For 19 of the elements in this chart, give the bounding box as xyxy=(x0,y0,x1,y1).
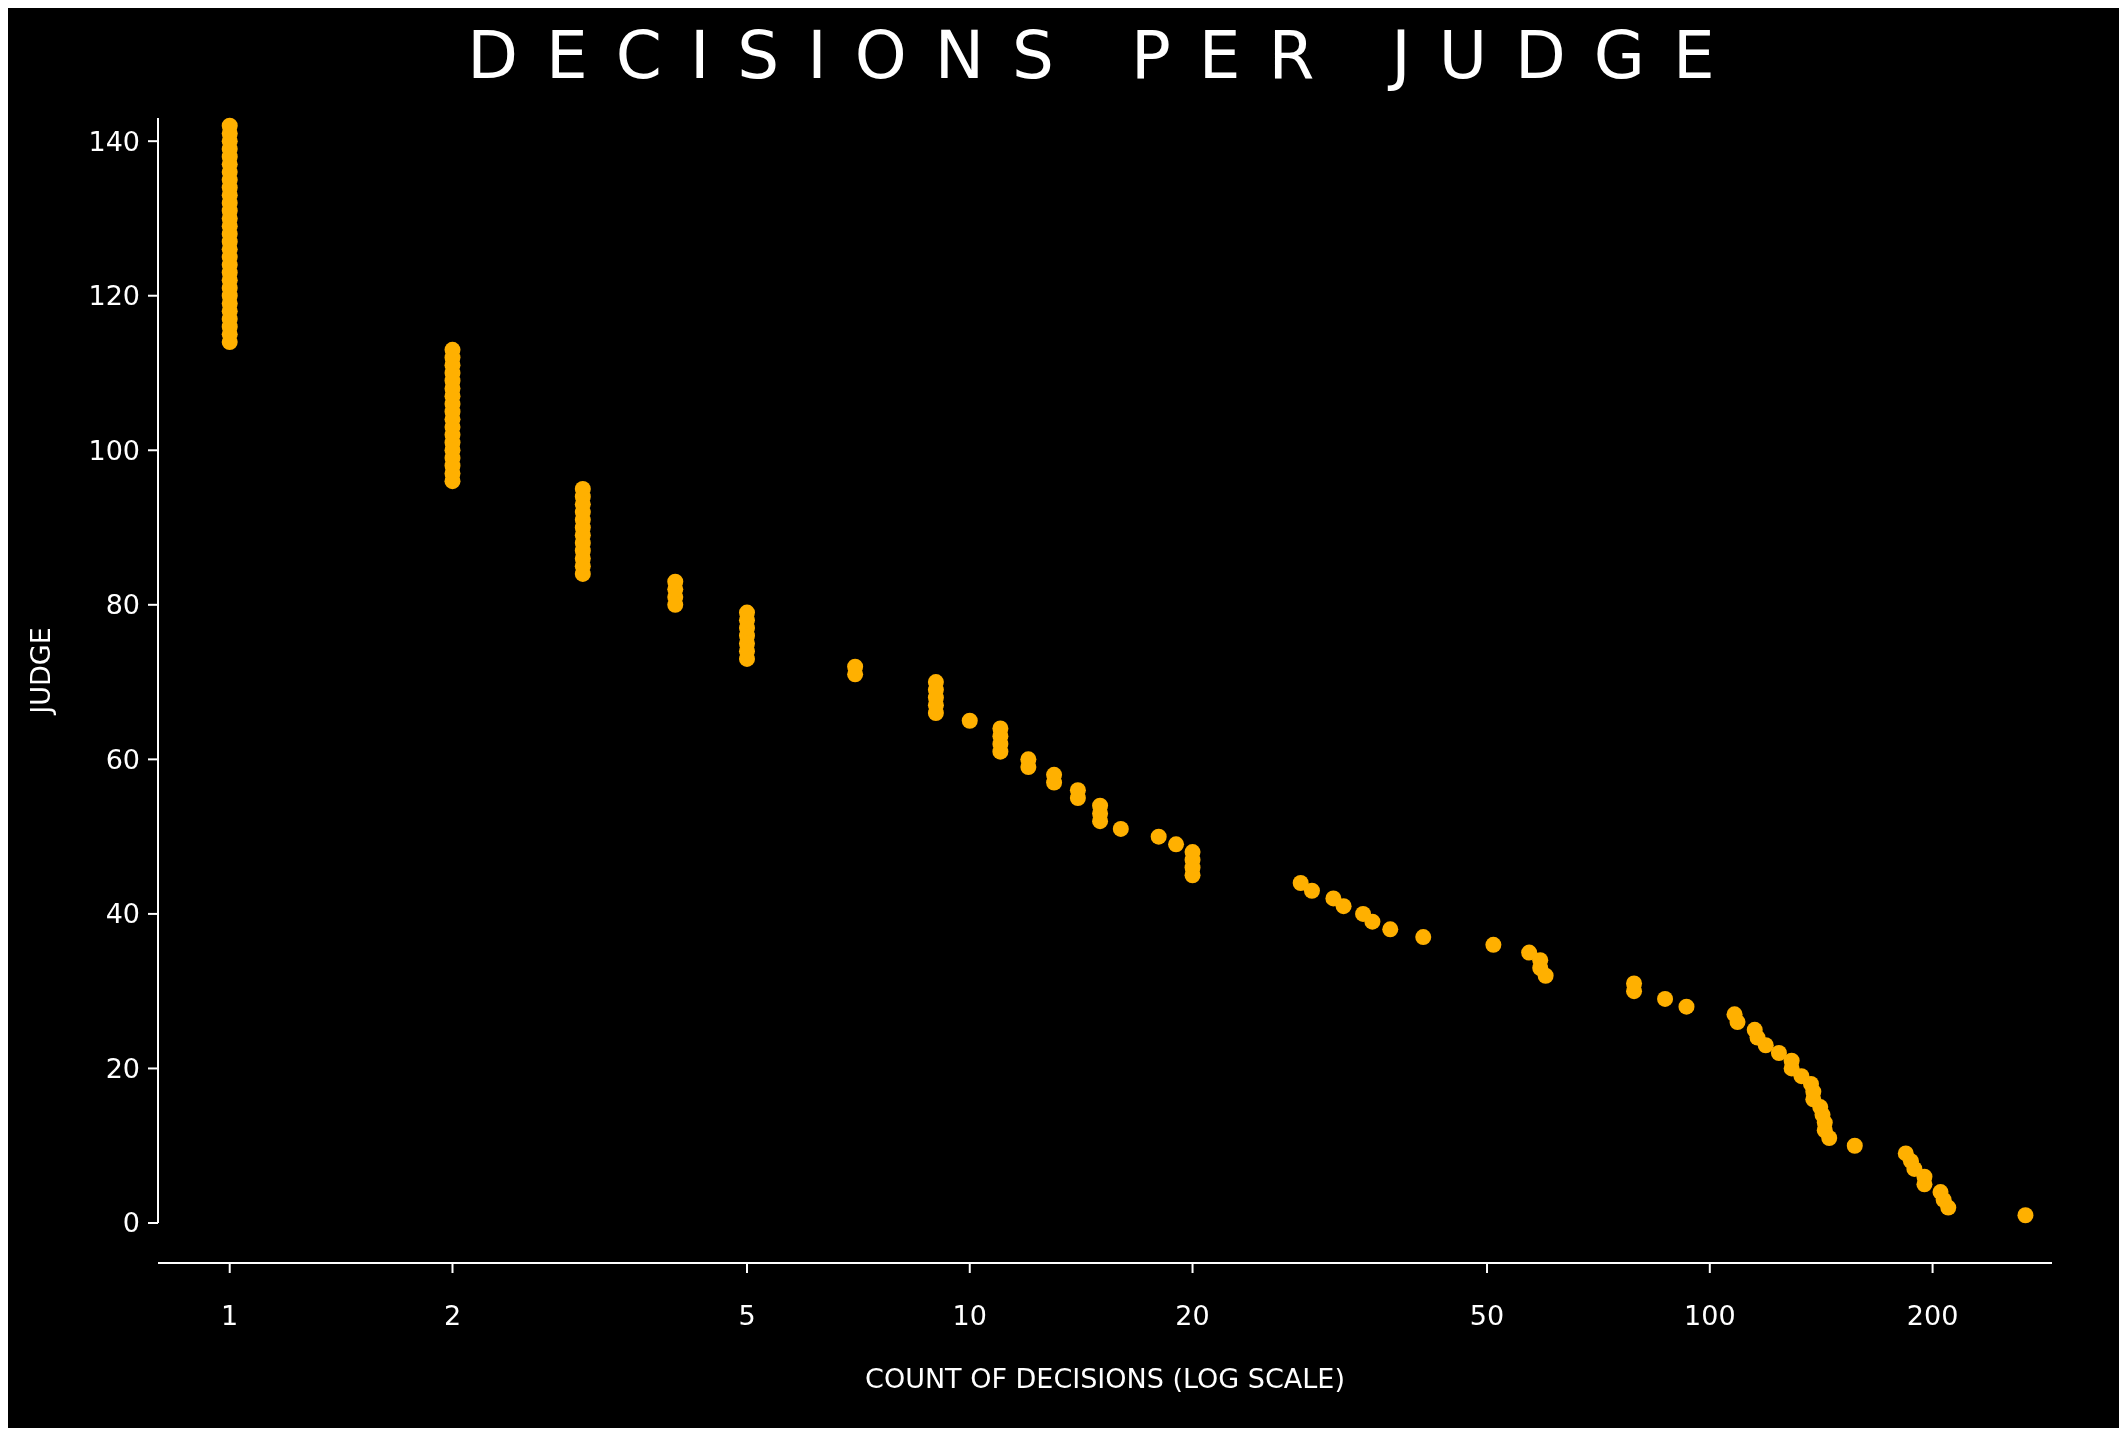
x-tick-label: 20 xyxy=(1175,1300,1210,1331)
x-tick-label: 100 xyxy=(1684,1300,1736,1331)
x-tick-label: 2 xyxy=(443,1300,462,1331)
y-tick-label: 60 xyxy=(105,743,140,775)
chart-title: DECISIONS PER JUDGE xyxy=(467,17,1743,94)
y-tick-label: 140 xyxy=(88,125,140,157)
x-tick-label: 200 xyxy=(1906,1300,1959,1331)
y-tick-label: 0 xyxy=(122,1207,140,1239)
x-tick-label: 50 xyxy=(1469,1300,1505,1331)
y-tick-label: 40 xyxy=(105,898,140,930)
x-axis-title: COUNT OF DECISIONS (LOG SCALE) xyxy=(865,1363,1345,1394)
y-tick-label: 80 xyxy=(105,589,140,621)
y-tick-label: 120 xyxy=(88,280,140,312)
y-axis-title: JUDGE xyxy=(25,627,56,716)
x-tick-label: 10 xyxy=(952,1300,987,1331)
y-tick-label: 20 xyxy=(105,1052,140,1084)
x-tick-label: 1 xyxy=(221,1300,239,1331)
y-tick-label: 100 xyxy=(88,434,140,466)
x-tick-label: 5 xyxy=(738,1300,756,1331)
